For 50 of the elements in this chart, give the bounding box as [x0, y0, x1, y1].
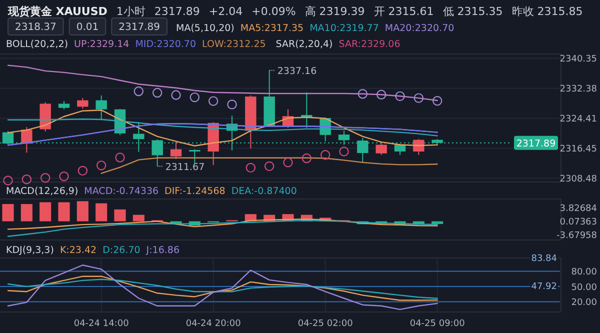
y-tick-label: 0.07363 [560, 217, 597, 228]
text: MA5:2317.35 [240, 23, 304, 34]
text: MA10:2319.77 [310, 23, 379, 34]
text: LOW:2312.25 [202, 39, 266, 50]
text: MID:2320.70 [135, 39, 196, 50]
annotation: 2337.16 [277, 66, 317, 77]
text: DIF:-1.24568 [164, 186, 226, 197]
y-tick-label: 80.00 [571, 268, 598, 278]
y-tick-label: 2308.48 [560, 174, 598, 185]
text: SAR(2,20,4) [276, 39, 333, 50]
text: +2.04 [208, 5, 243, 18]
text: 83.84 [531, 254, 558, 264]
text: BOLL(20,2,2) [6, 39, 68, 50]
text: K:23.42 [60, 245, 97, 256]
chart-title: KDJ(9,3,3) [6, 245, 54, 256]
text: J:16.86 [145, 245, 180, 256]
text: 现货黄金 XAUUSD [7, 5, 108, 18]
text: 昨收 2315.85 [512, 5, 583, 18]
y-tick-label: 2316.45 [560, 144, 597, 155]
y-tick-label: 20.00 [571, 298, 598, 308]
text: 1小时 [116, 5, 146, 18]
text: +0.09% [252, 5, 296, 18]
y-tick-label: 3.82684 [560, 204, 598, 214]
text: D:26.70 [102, 245, 140, 256]
text: 0.01 [76, 22, 99, 33]
text: SAR:2329.06 [338, 39, 400, 50]
text: UP:2329.14 [74, 39, 130, 50]
text: 高 2319.39 [304, 5, 365, 18]
text: 47.92 [531, 282, 557, 292]
y-tick-label: 2340.35 [560, 54, 597, 65]
text: 2317.89 [154, 5, 200, 18]
y-tick-label: 2332.38 [560, 84, 598, 95]
x-tick-label: 04-24 14:00 [74, 319, 130, 329]
ref-line-label: 2317.89 [516, 138, 556, 150]
text: MA(5,10,20) [176, 23, 234, 34]
x-tick-label: 04-24 20:00 [186, 319, 242, 329]
series-label: MACD:-0.74336 [84, 186, 159, 197]
text: DEA:-0.87400 [231, 186, 297, 197]
y-tick-label: 50.00 [571, 282, 598, 293]
x-tick-label: 04-25 02:00 [298, 319, 354, 329]
text: 2317.89 [118, 22, 160, 33]
text: 开 2315.61 [374, 5, 434, 18]
chart-title: MACD(12,26,9) [6, 186, 78, 197]
text: MA20:2320.70 [384, 23, 454, 34]
y-tick-label: 2324.41 [560, 114, 597, 125]
x-tick-label: 04-25 09:00 [410, 319, 466, 329]
annotation: 2311.67 [165, 162, 205, 173]
y-tick-label: -3.67958 [556, 230, 598, 241]
text: 2318.37 [15, 22, 56, 33]
text: 低 2315.35 [442, 5, 503, 18]
